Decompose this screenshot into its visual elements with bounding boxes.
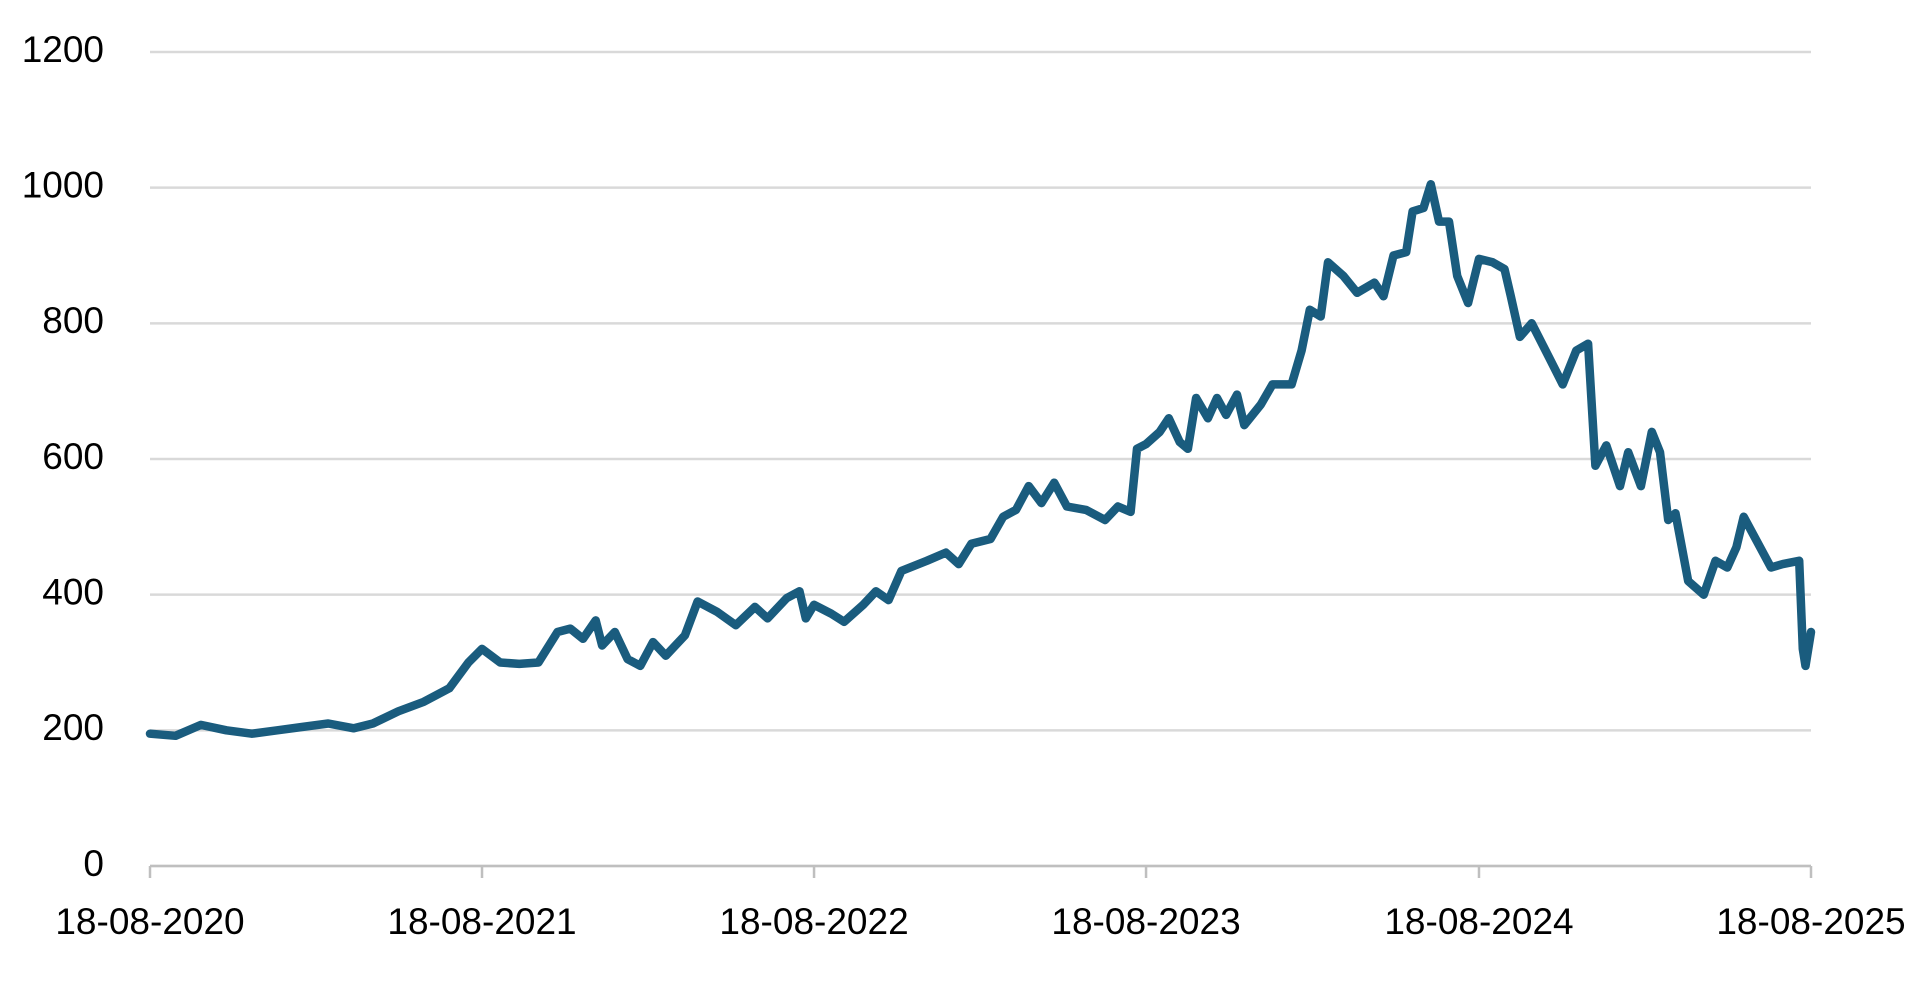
- price-line: [145, 180, 1816, 741]
- x-tick-label: 18-08-2024: [1384, 901, 1573, 942]
- x-tick-label: 18-08-2020: [55, 901, 244, 942]
- y-tick-label: 1000: [22, 164, 104, 205]
- y-tick-label: 200: [42, 707, 104, 748]
- y-tick-label: 0: [83, 843, 104, 884]
- y-tick-label: 800: [42, 300, 104, 341]
- x-tick-label: 18-08-2021: [387, 901, 576, 942]
- y-tick-label: 400: [42, 571, 104, 612]
- y-tick-label: 1200: [22, 29, 104, 70]
- y-tick-label: 600: [42, 436, 104, 477]
- x-tick-label: 18-08-2022: [719, 901, 908, 942]
- x-tick-label: 18-08-2023: [1051, 901, 1240, 942]
- x-tick-label: 18-08-2025: [1716, 901, 1905, 942]
